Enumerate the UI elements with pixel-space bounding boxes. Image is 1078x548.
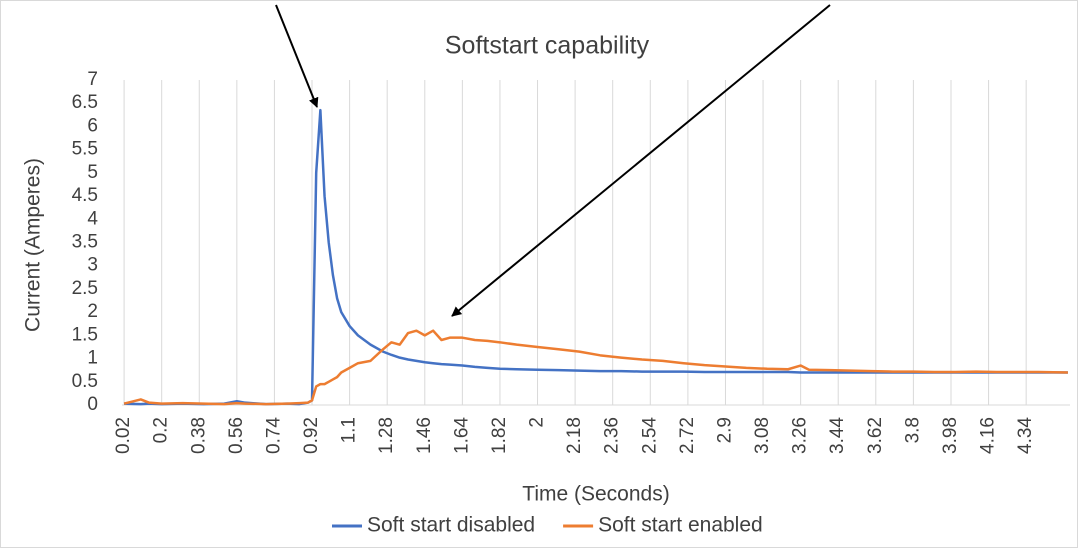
x-tick-label: 1.82: [489, 417, 510, 454]
x-tick-label: 3.08: [752, 417, 773, 454]
y-tick-label: 6: [87, 115, 98, 136]
x-tick-label: 0.38: [188, 417, 209, 454]
x-axis-label: Time (Seconds): [522, 483, 669, 506]
y-tick-label: 1.5: [72, 324, 98, 345]
legend-label: Soft start enabled: [598, 514, 763, 537]
data-line: [123, 329, 1068, 406]
x-tick-label: 4.34: [1015, 417, 1036, 454]
x-tick-label: 3.26: [790, 417, 811, 454]
x-tick-label: 2.54: [639, 417, 660, 454]
y-tick-label: 3.5: [72, 232, 98, 253]
x-tick-label: 1.1: [339, 417, 360, 443]
x-tick-label: 2.9: [714, 417, 735, 443]
x-tick-label: 0.74: [263, 417, 284, 454]
y-tick-label: 1: [87, 348, 98, 369]
annotation-arrow: [275, 4, 319, 108]
y-tick-label: 0: [87, 394, 98, 415]
y-tick-label: 5.5: [72, 139, 98, 160]
x-tick-label: 0.92: [301, 417, 322, 454]
y-tick-label: 4: [87, 208, 98, 229]
y-axis-label: Current (Amperes): [22, 158, 45, 332]
y-tick-label: 5: [87, 162, 98, 183]
x-tick-label: 3.62: [865, 417, 886, 454]
chart-title: Softstart capability: [445, 32, 650, 60]
x-tick-label: 1.46: [414, 417, 435, 454]
y-tick-label: 7: [87, 69, 98, 90]
x-tick-label: 0.56: [226, 417, 247, 454]
y-tick-label: 2.5: [72, 278, 98, 299]
x-tick-label: 3.44: [827, 417, 848, 454]
y-tick-label: 2: [87, 301, 98, 322]
x-tick-label: 3.8: [902, 417, 923, 443]
y-tick-label: 0.5: [72, 371, 98, 392]
x-tick-label: 1.28: [376, 417, 397, 454]
x-tick-label: 3.98: [940, 417, 961, 454]
legend-label: Soft start disabled: [367, 514, 535, 537]
x-tick-label: 0.02: [113, 417, 134, 454]
y-tick-label: 4.5: [72, 185, 98, 206]
x-tick-label: 2: [527, 417, 548, 428]
x-tick-label: 1.64: [451, 417, 472, 454]
y-tick-label: 6.5: [72, 92, 98, 113]
x-tick-label: 0.2: [151, 417, 172, 443]
x-tick-label: 2.36: [602, 417, 623, 454]
annotation-arrow: [451, 4, 831, 317]
y-tick-label: 3: [87, 255, 98, 276]
x-tick-label: 2.18: [564, 417, 585, 454]
x-tick-label: 4.16: [978, 417, 999, 454]
x-tick-label: 2.72: [677, 417, 698, 454]
